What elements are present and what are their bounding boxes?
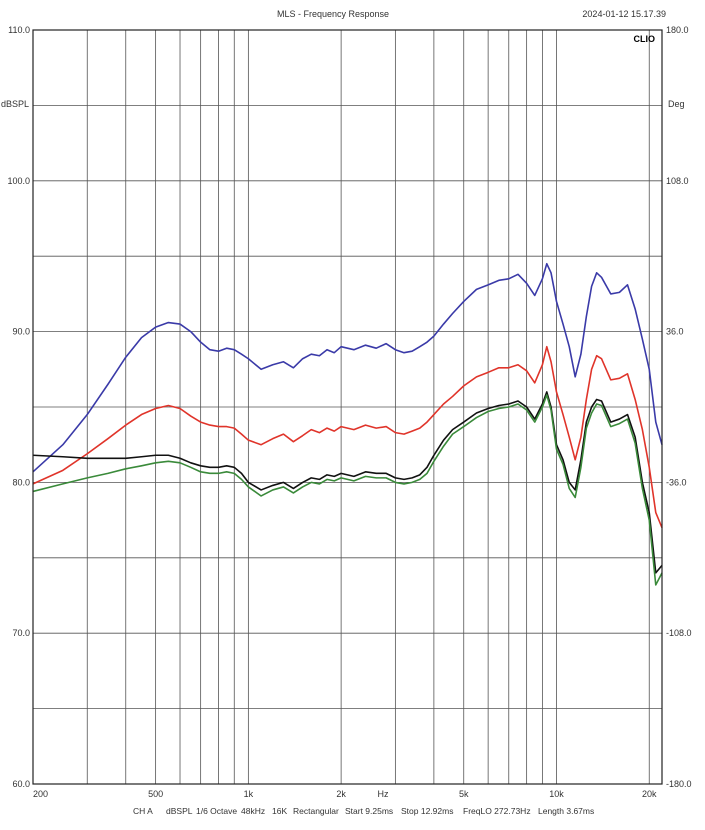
x-tick-label: 1k bbox=[244, 789, 254, 799]
series-layer bbox=[32, 262, 663, 586]
y-tick-label: 100.0 bbox=[7, 176, 30, 186]
footer-start: Start 9.25ms bbox=[345, 806, 393, 816]
x-tick-label: 10k bbox=[549, 789, 564, 799]
x-tick-label: 2k bbox=[336, 789, 346, 799]
series-line-1 bbox=[32, 262, 663, 473]
y-tick-label: 90.0 bbox=[12, 327, 30, 337]
y2-axis-label: Deg bbox=[668, 99, 685, 109]
footer-channel: CH A bbox=[133, 806, 153, 816]
footer-length: Length 3.67ms bbox=[538, 806, 594, 816]
timestamp: 2024-01-12 15.17.39 bbox=[582, 9, 666, 19]
y2-tick-label: -108.0 bbox=[666, 628, 692, 638]
y-axis-left: 60.0 70.0 80.0 90.0 100.0 110.0 bbox=[7, 25, 30, 789]
plot-frame bbox=[32, 29, 663, 785]
y-tick-label: 60.0 bbox=[12, 779, 30, 789]
footer-window: Rectangular bbox=[293, 806, 339, 816]
x-tick-label: 20k bbox=[642, 789, 657, 799]
series-line-4 bbox=[32, 394, 663, 586]
y2-tick-label: 36.0 bbox=[666, 327, 684, 337]
x-axis-label: Hz bbox=[378, 789, 389, 799]
y-tick-label: 80.0 bbox=[12, 477, 30, 487]
footer-unit: dBSPL bbox=[166, 806, 193, 816]
footer-sample-rate: 48kHz bbox=[241, 806, 265, 816]
footer-freq-lo: FreqLO 272.73Hz bbox=[463, 806, 531, 816]
footer-info: CH A dBSPL 1/6 Octave 48kHz 16K Rectangu… bbox=[133, 806, 594, 816]
y-axis-right: -180.0 -108.0 -36.0 36.0 108.0 180.0 bbox=[666, 25, 692, 789]
y-tick-label: 110.0 bbox=[8, 25, 30, 35]
series-line-3 bbox=[32, 391, 663, 574]
x-tick-label: 5k bbox=[459, 789, 469, 799]
x-tick-label: 500 bbox=[148, 789, 163, 799]
y2-tick-label: 180.0 bbox=[666, 25, 689, 35]
x-tick-label: 200 bbox=[33, 789, 48, 799]
footer-size: 16K bbox=[272, 806, 287, 816]
y2-tick-label: 108.0 bbox=[666, 176, 689, 186]
footer-smoothing: 1/6 Octave bbox=[196, 806, 237, 816]
x-axis: 200 500 1k 2k 5k 10k 20k bbox=[33, 789, 657, 799]
footer-stop: Stop 12.92ms bbox=[401, 806, 453, 816]
chart-title: MLS - Frequency Response bbox=[277, 9, 389, 19]
y2-tick-label: -180.0 bbox=[666, 779, 692, 789]
series-line-2 bbox=[32, 345, 663, 528]
y-axis-label: dBSPL bbox=[1, 99, 29, 109]
y2-tick-label: -36.0 bbox=[666, 477, 687, 487]
brand-label: CLIO bbox=[634, 34, 656, 44]
y-tick-label: 70.0 bbox=[12, 628, 30, 638]
